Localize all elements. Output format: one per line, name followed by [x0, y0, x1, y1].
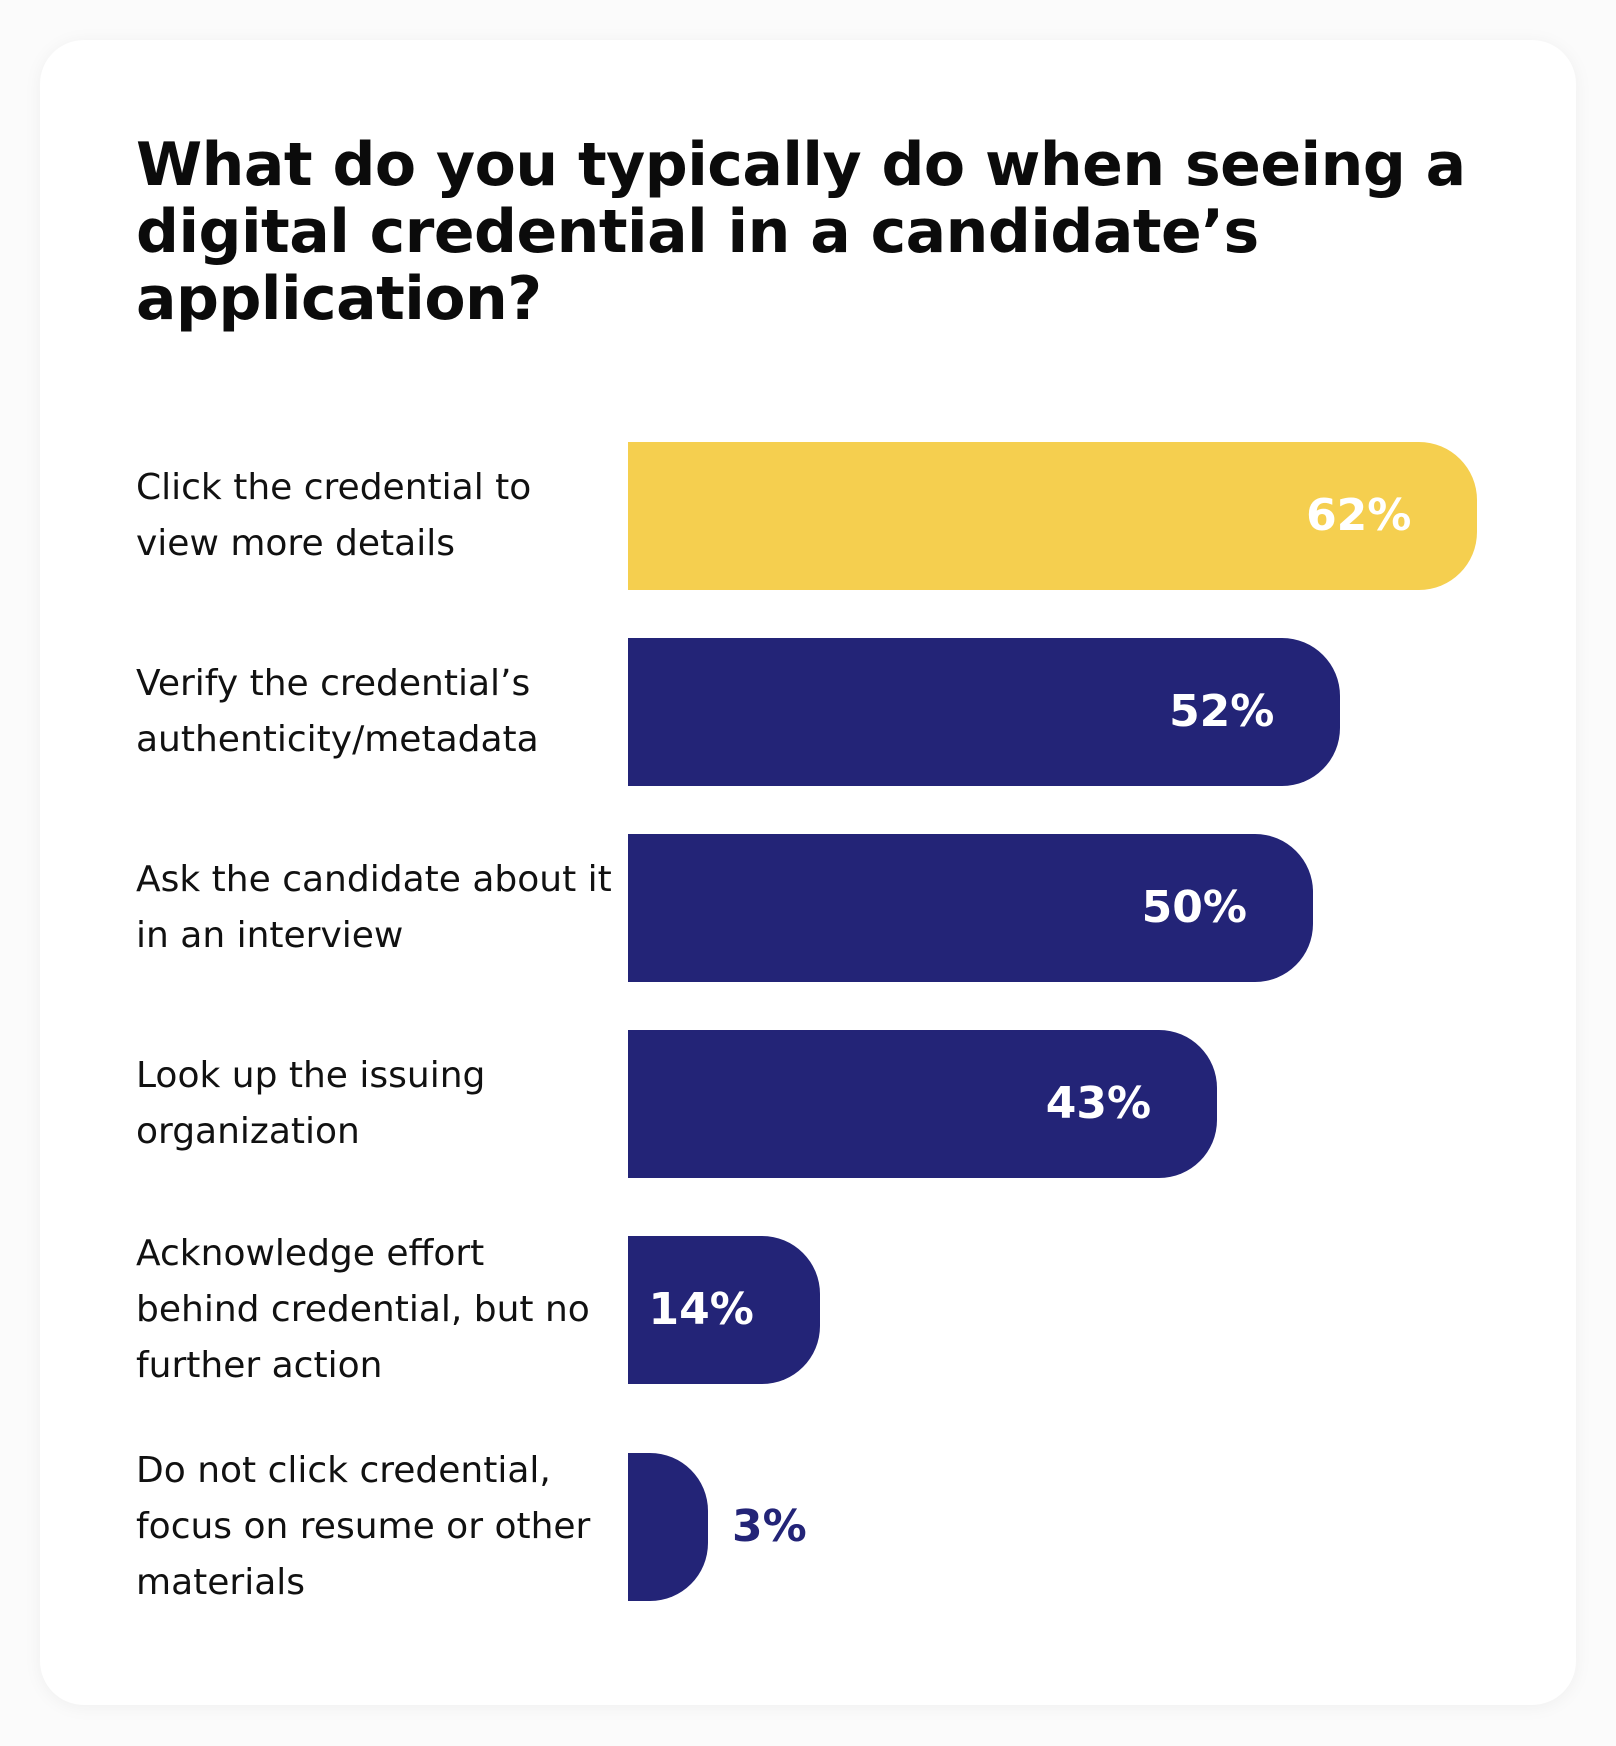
category-label: Acknowledge effort behind credential, bu… [136, 1233, 590, 1386]
category-label: Verify the credential’s authenticity/met… [136, 663, 539, 760]
bar [628, 1453, 708, 1601]
bar [628, 638, 1341, 786]
category-label: Ask the candidate about it in an intervi… [136, 859, 612, 956]
chart-title: What do you typically do when seeing a d… [136, 130, 1466, 334]
category-label: Look up the issuing organization [136, 1055, 486, 1152]
bar [628, 834, 1313, 982]
value-label: 3% [732, 1501, 807, 1552]
category-label: Click the credential to view more detail… [136, 467, 532, 564]
bar [628, 1236, 820, 1384]
category-label: Do not click credential, focus on resume… [136, 1450, 591, 1603]
value-label: 50% [1141, 882, 1247, 933]
value-label: 62% [1306, 490, 1412, 541]
value-label: 14% [648, 1284, 754, 1335]
bar [628, 442, 1478, 590]
value-label: 43% [1045, 1078, 1152, 1129]
value-label: 52% [1169, 686, 1275, 737]
bar [628, 1030, 1218, 1178]
